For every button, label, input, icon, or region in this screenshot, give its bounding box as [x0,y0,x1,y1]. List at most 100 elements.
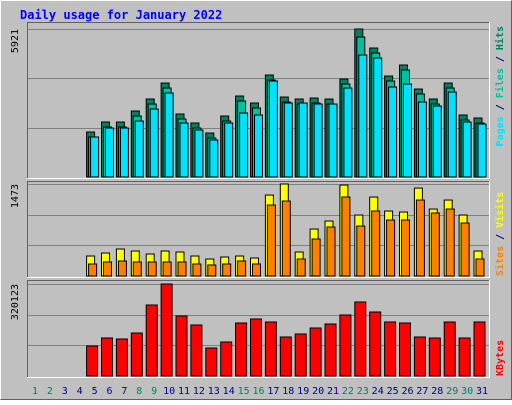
bar [224,122,234,178]
panel-border-dark [27,181,490,278]
legend: KBytes [495,340,506,376]
bar [386,219,396,277]
bar [266,204,276,277]
panel-border-dark [27,280,490,378]
bar [339,314,352,377]
bar [294,333,307,377]
bar [354,301,367,377]
legend-separator: / [495,228,506,246]
bar [326,226,336,277]
bar [268,80,278,178]
x-tick-label: 22 [342,386,354,397]
bar [237,260,247,277]
bar [473,321,486,377]
x-tick-label: 4 [77,386,83,397]
x-tick-label: 1 [32,386,38,397]
bar [475,258,485,277]
x-tick-label: 17 [267,386,279,397]
bar [447,91,457,178]
bar [115,338,128,377]
legend: Sites / Visits [494,192,506,276]
x-tick-label: 29 [446,386,458,397]
bar [177,261,187,277]
bar [164,92,174,178]
x-tick-label: 12 [193,386,205,397]
bar [311,238,321,277]
bar [458,337,471,377]
bar [343,87,353,178]
bar [369,311,382,377]
x-tick-label: 11 [178,386,190,397]
panel-border-light [27,181,490,278]
bar [415,199,425,277]
legend: Pages / Files / Hits [494,26,506,146]
bar [190,324,203,377]
bar [194,129,204,178]
x-tick-label: 28 [431,386,443,397]
bar [445,208,455,277]
bar [460,222,470,277]
bar [252,263,261,277]
bar [117,260,127,277]
x-tick-label: 7 [121,386,127,397]
bar [209,139,219,178]
bar [147,261,157,277]
legend-entry: KBytes [495,340,506,376]
bar [103,261,112,277]
bar [149,108,159,178]
panel-border-light [27,22,490,179]
bar [134,120,144,178]
x-tick-label: 13 [208,386,220,397]
x-tick-label: 19 [297,386,309,397]
x-tick-label: 15 [238,386,250,397]
bar [313,103,323,178]
x-tick-label: 2 [47,386,53,397]
bar [309,327,322,377]
chart-title: Daily usage for January 2022 [20,8,222,22]
bar [281,200,291,277]
bar [373,57,383,178]
bar [430,212,440,277]
bar [371,210,381,277]
x-tick-label: 3 [62,386,68,397]
x-tick-label: 26 [401,386,413,397]
x-tick-label: 25 [387,386,399,397]
bar [220,341,233,377]
bar [296,258,306,277]
x-tick-label: 10 [163,386,175,397]
x-tick-label: 21 [327,386,339,397]
bar [298,102,308,178]
bar [462,121,472,178]
bar [403,83,412,178]
bar [356,225,366,277]
bar [90,136,100,178]
bar [222,263,232,277]
bar [384,321,397,377]
x-tick-label: 8 [136,386,142,397]
bar [324,323,337,377]
bar [235,322,248,377]
bar [341,196,351,277]
x-tick-label: 14 [223,386,235,397]
legend-separator: / [495,50,506,68]
bar [162,261,172,277]
x-tick-label: 27 [416,386,428,397]
bar [88,263,98,277]
y-tick-label: 1473 [10,184,21,208]
x-tick-label: 16 [252,386,264,397]
x-tick-label: 20 [312,386,324,397]
bar [239,112,249,178]
bar [192,263,202,277]
legend-entry: Sites [494,246,506,276]
bar [205,347,218,377]
bar [264,321,277,377]
x-tick-label: 18 [282,386,294,397]
legend-entry: Visits [494,192,506,228]
bar [130,332,143,377]
bar [101,337,113,377]
bar [417,101,427,178]
bar [86,345,99,377]
bar [145,304,158,377]
